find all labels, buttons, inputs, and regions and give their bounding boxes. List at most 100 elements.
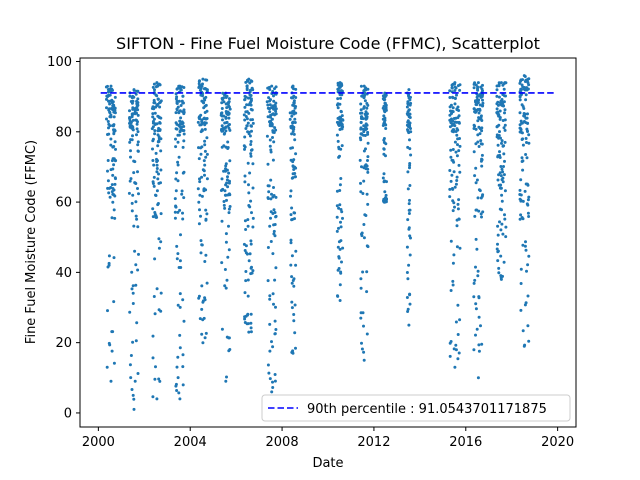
scatter-point xyxy=(105,117,108,121)
scatter-point xyxy=(525,202,529,206)
scatter-point xyxy=(225,278,229,282)
scatter-point xyxy=(339,177,343,180)
scatter-point xyxy=(176,303,180,307)
x-tick-label: 2016 xyxy=(449,435,482,450)
scatter-point xyxy=(130,113,134,117)
scatter-point xyxy=(364,115,368,119)
scatter-point xyxy=(407,202,411,206)
scatter-point xyxy=(476,196,480,200)
scatter-point xyxy=(249,239,253,243)
scatter-point xyxy=(501,170,505,174)
scatter-point xyxy=(497,81,501,85)
scatter-point xyxy=(131,340,135,344)
scatter-point xyxy=(201,341,205,345)
scatter-point xyxy=(132,397,136,401)
scatter-point xyxy=(134,200,138,204)
scatter-point xyxy=(340,210,344,214)
scatter-point xyxy=(408,184,412,187)
scatter-point xyxy=(154,365,157,369)
scatter-point xyxy=(220,145,224,149)
scatter-point xyxy=(407,212,411,215)
scatter-point xyxy=(501,119,505,122)
scatter-point xyxy=(274,214,278,218)
scatter-point xyxy=(519,193,523,197)
scatter-point xyxy=(251,269,255,273)
scatter-point xyxy=(152,82,156,86)
scatter-point xyxy=(176,355,180,359)
scatter-point xyxy=(174,137,177,141)
scatter-point xyxy=(496,259,500,263)
scatter-point xyxy=(224,286,228,290)
scatter-point xyxy=(359,190,363,194)
scatter-point xyxy=(175,365,179,369)
scatter-point xyxy=(481,104,485,108)
scatter-point xyxy=(220,101,224,105)
scatter-point xyxy=(292,284,296,288)
scatter-point xyxy=(205,78,209,82)
scatter-point xyxy=(225,375,228,379)
scatter-point xyxy=(155,160,159,164)
scatter-point xyxy=(199,152,203,156)
scatter-point xyxy=(336,245,340,249)
scatter-point xyxy=(243,94,247,98)
x-tick-label: 2008 xyxy=(266,435,299,450)
scatter-point xyxy=(498,171,502,175)
scatter-point xyxy=(111,157,115,161)
scatter-point xyxy=(472,107,476,111)
scatter-point xyxy=(271,158,275,162)
scatter-point xyxy=(274,128,278,132)
scatter-point xyxy=(182,108,186,112)
scatter-point xyxy=(113,108,117,112)
scatter-point xyxy=(364,125,367,129)
scatter-point xyxy=(268,297,272,301)
scatter-point xyxy=(449,155,453,159)
scatter-point xyxy=(107,108,111,112)
scatter-point xyxy=(153,129,157,133)
scatter-point xyxy=(456,303,460,307)
scatter-point xyxy=(130,101,134,105)
scatter-point xyxy=(293,331,297,335)
scatter-point xyxy=(175,257,179,261)
scatter-point xyxy=(156,133,160,137)
scatter-point xyxy=(152,175,156,179)
scatter-point xyxy=(476,100,480,104)
scatter-point xyxy=(181,145,185,149)
scatter-point xyxy=(522,344,526,348)
scatter-point xyxy=(480,126,484,130)
scatter-point xyxy=(359,181,362,185)
scatter-point xyxy=(175,244,179,248)
scatter-point xyxy=(472,281,476,285)
scatter-point xyxy=(173,197,177,201)
scatter-point xyxy=(453,185,457,189)
scatter-point xyxy=(159,212,163,216)
scatter-point xyxy=(527,83,531,87)
scatter-point xyxy=(501,180,505,184)
scatter-point xyxy=(106,169,109,173)
scatter-point xyxy=(266,115,270,119)
scatter-point xyxy=(202,101,206,105)
scatter-point xyxy=(382,97,386,101)
scatter-point xyxy=(246,224,250,228)
scatter-point xyxy=(204,208,208,212)
scatter-point xyxy=(496,249,500,253)
scatter-point xyxy=(502,165,505,168)
x-tick-label: 2004 xyxy=(174,435,207,450)
scatter-point xyxy=(243,118,247,122)
scatter-point xyxy=(335,204,339,208)
scatter-point xyxy=(106,84,109,88)
scatter-point xyxy=(136,268,140,272)
scatter-point xyxy=(249,140,253,143)
scatter-point xyxy=(130,270,134,274)
scatter-point xyxy=(220,124,224,128)
scatter-point xyxy=(406,310,410,313)
scatter-point xyxy=(270,117,274,121)
scatter-point xyxy=(477,111,481,115)
scatter-point xyxy=(202,188,206,191)
scatter-point xyxy=(525,182,529,186)
scatter-point xyxy=(271,345,275,349)
scatter-point xyxy=(243,219,247,223)
scatter-point xyxy=(197,86,201,89)
scatter-point xyxy=(408,164,412,167)
scatter-point xyxy=(524,78,528,82)
scatter-point xyxy=(294,152,298,156)
